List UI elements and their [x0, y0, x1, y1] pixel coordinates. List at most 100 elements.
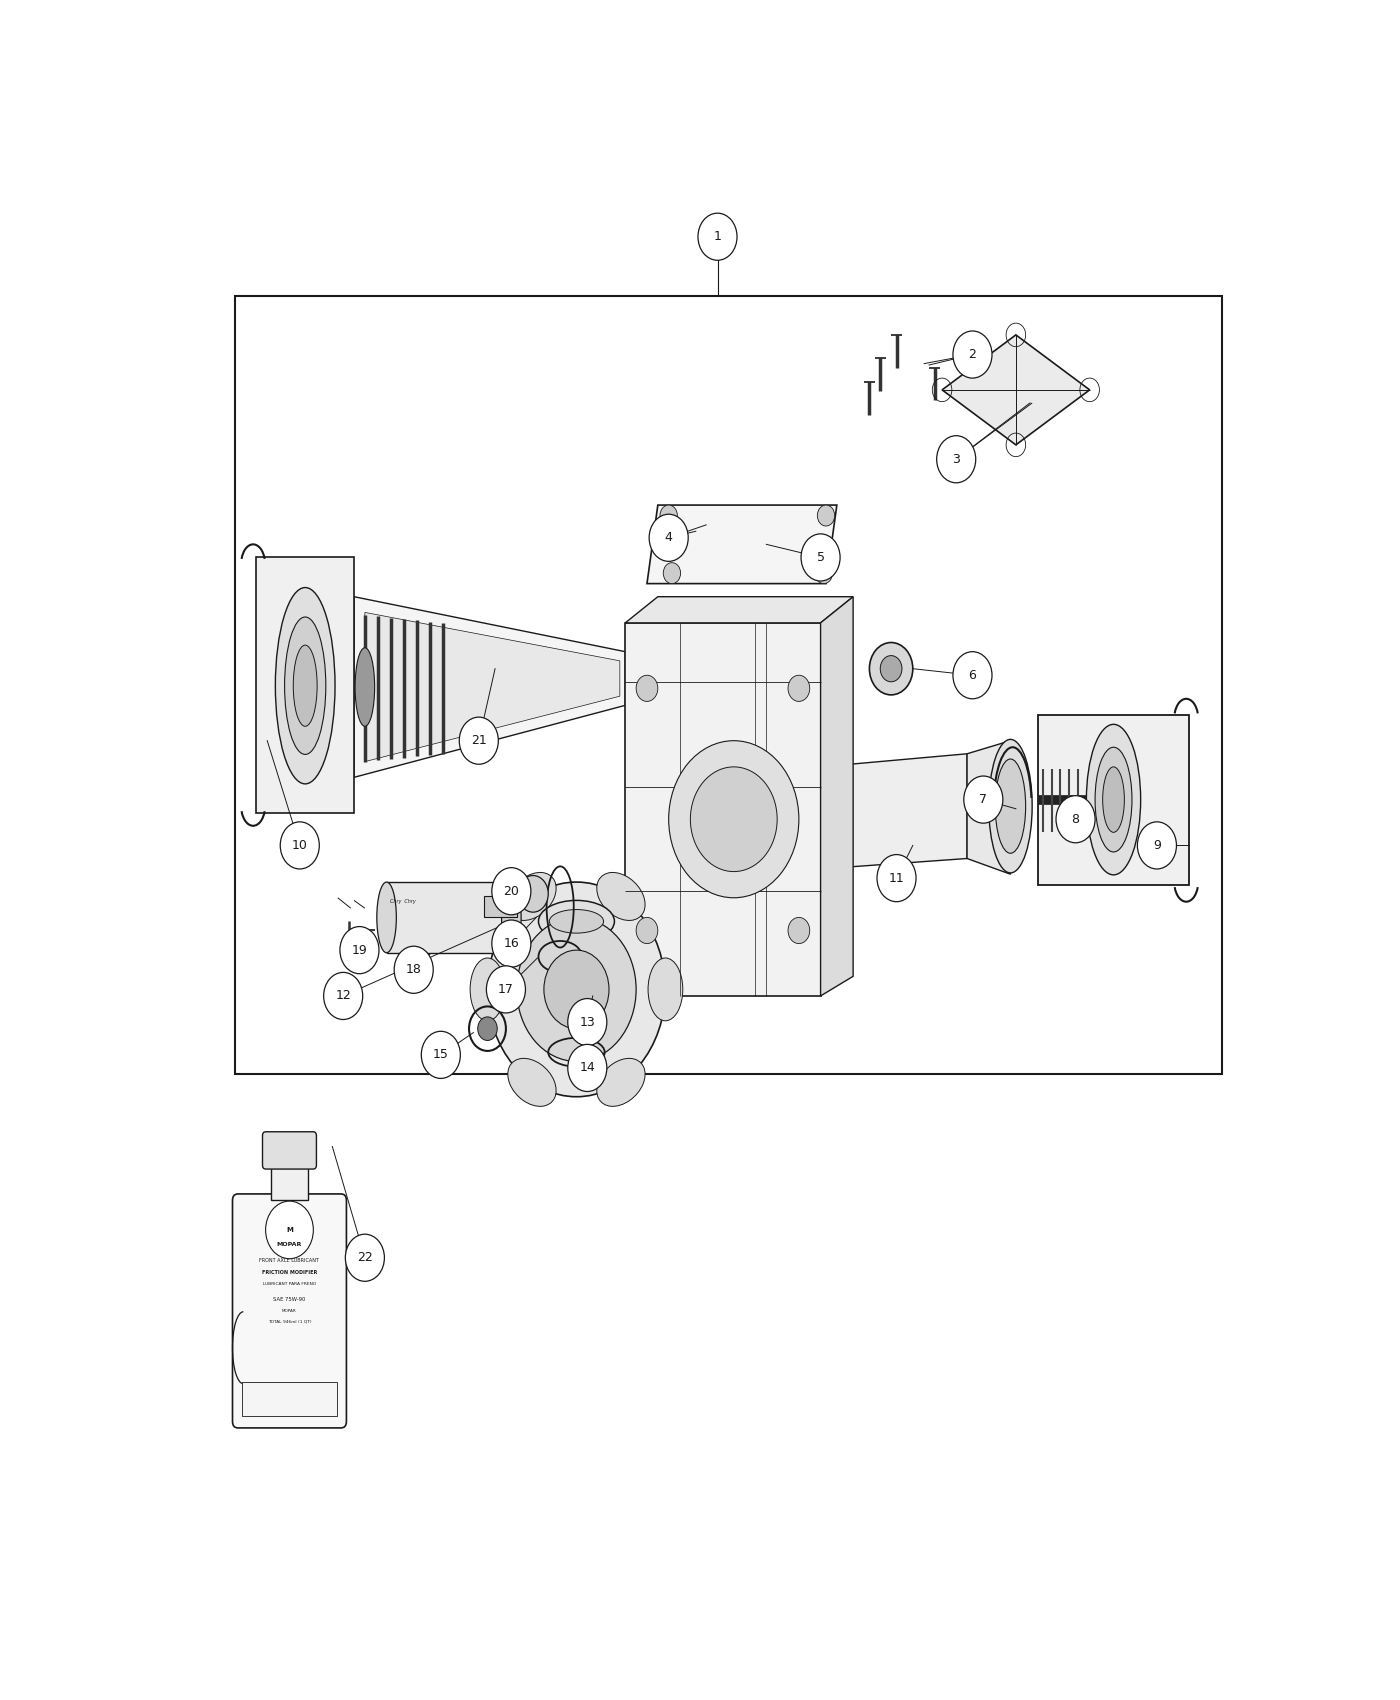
Bar	[235, 296, 1222, 1074]
Text: 6: 6	[969, 668, 976, 682]
Circle shape	[346, 1234, 385, 1282]
Polygon shape	[647, 505, 837, 583]
Ellipse shape	[1103, 767, 1124, 833]
Text: Chry  Chry: Chry Chry	[391, 899, 416, 904]
Polygon shape	[820, 753, 967, 869]
Polygon shape	[256, 558, 354, 813]
Text: 20: 20	[504, 884, 519, 898]
Text: 12: 12	[336, 989, 351, 1003]
Ellipse shape	[596, 1059, 645, 1107]
Ellipse shape	[648, 959, 683, 1020]
Polygon shape	[626, 622, 820, 996]
Text: 14: 14	[580, 1061, 595, 1074]
Text: 4: 4	[665, 532, 672, 544]
Circle shape	[518, 876, 549, 913]
Ellipse shape	[377, 882, 396, 952]
Ellipse shape	[1095, 748, 1133, 852]
Ellipse shape	[293, 644, 318, 726]
Text: 15: 15	[433, 1049, 449, 1061]
Text: 11: 11	[889, 872, 904, 884]
Polygon shape	[942, 335, 1089, 445]
Ellipse shape	[470, 959, 505, 1020]
Polygon shape	[365, 612, 620, 762]
Text: 3: 3	[952, 452, 960, 466]
Circle shape	[459, 717, 498, 765]
Text: 16: 16	[504, 937, 519, 950]
Ellipse shape	[508, 872, 556, 920]
Text: 1: 1	[714, 230, 721, 243]
Ellipse shape	[356, 648, 375, 726]
Circle shape	[545, 950, 609, 1028]
Ellipse shape	[539, 901, 615, 942]
Ellipse shape	[995, 758, 1026, 853]
Circle shape	[340, 927, 379, 974]
Ellipse shape	[988, 740, 1032, 872]
Text: 13: 13	[580, 1015, 595, 1028]
Text: FRICTION MODIFIER: FRICTION MODIFIER	[262, 1270, 316, 1275]
Circle shape	[486, 966, 525, 1013]
Circle shape	[801, 534, 840, 581]
FancyBboxPatch shape	[232, 1193, 346, 1428]
Circle shape	[659, 505, 678, 525]
Text: 21: 21	[470, 734, 487, 748]
Circle shape	[395, 947, 433, 993]
Text: MOPAR: MOPAR	[277, 1243, 302, 1248]
Circle shape	[491, 867, 531, 915]
Circle shape	[963, 775, 1002, 823]
Circle shape	[636, 675, 658, 702]
Circle shape	[953, 332, 993, 377]
Circle shape	[953, 651, 993, 699]
Text: LUBRICANT PARA FRENO: LUBRICANT PARA FRENO	[263, 1282, 316, 1287]
Circle shape	[788, 918, 809, 944]
Text: 8: 8	[1071, 813, 1079, 826]
Text: 19: 19	[351, 944, 367, 957]
Circle shape	[421, 1032, 461, 1078]
Circle shape	[669, 741, 799, 898]
Circle shape	[517, 918, 636, 1061]
Bar	[242, 1382, 336, 1416]
Polygon shape	[820, 597, 853, 996]
Circle shape	[636, 918, 658, 944]
Ellipse shape	[501, 882, 521, 952]
Circle shape	[869, 643, 913, 695]
Text: SAE 75W-90: SAE 75W-90	[273, 1297, 305, 1302]
Text: 22: 22	[357, 1251, 372, 1265]
Circle shape	[818, 505, 834, 525]
Text: 7: 7	[980, 794, 987, 806]
Text: TOTAL 946ml (1 QT): TOTAL 946ml (1 QT)	[267, 1319, 311, 1323]
Ellipse shape	[1086, 724, 1141, 876]
Circle shape	[937, 435, 976, 483]
Circle shape	[477, 1017, 497, 1040]
Ellipse shape	[596, 872, 645, 920]
Circle shape	[881, 656, 902, 682]
Circle shape	[664, 563, 680, 583]
Polygon shape	[626, 597, 853, 622]
Text: 5: 5	[816, 551, 825, 564]
Circle shape	[876, 855, 916, 901]
Circle shape	[568, 998, 606, 1046]
Bar	[484, 896, 517, 918]
Ellipse shape	[549, 910, 603, 933]
FancyBboxPatch shape	[263, 1132, 316, 1170]
Text: M: M	[286, 1227, 293, 1232]
Circle shape	[323, 972, 363, 1020]
Text: 10: 10	[291, 838, 308, 852]
Circle shape	[280, 821, 319, 869]
Ellipse shape	[276, 588, 335, 784]
Circle shape	[266, 1202, 314, 1258]
Ellipse shape	[508, 1059, 556, 1107]
Polygon shape	[967, 741, 1011, 874]
Circle shape	[568, 1044, 606, 1091]
Circle shape	[1056, 796, 1095, 843]
Circle shape	[699, 212, 736, 260]
Text: 17: 17	[498, 983, 514, 996]
Circle shape	[788, 675, 809, 702]
Circle shape	[487, 882, 665, 1096]
Circle shape	[815, 563, 833, 583]
Circle shape	[1137, 821, 1176, 869]
Polygon shape	[354, 597, 626, 777]
Text: 2: 2	[969, 348, 976, 360]
Circle shape	[650, 513, 689, 561]
Text: MOPAR: MOPAR	[281, 1309, 297, 1312]
Ellipse shape	[284, 617, 326, 755]
